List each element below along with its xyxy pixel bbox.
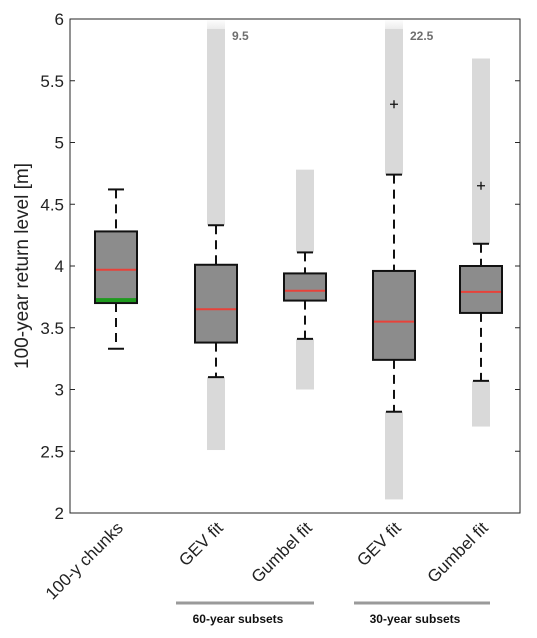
overflow-label-1: 9.5 [232, 29, 249, 43]
category-labels: 100-y chunks GEV fit Gumbel fit GEV fit Gumb… [42, 518, 492, 603]
y-tick-label-1: 2.5 [40, 442, 64, 461]
outlier-3-0 [390, 100, 398, 109]
range-bars-layer: 9.5 22.5 [207, 19, 490, 500]
boxes-layer [94, 100, 503, 413]
y-tick-label-6: 5 [55, 134, 64, 153]
y-tick-label-8: 6 [55, 10, 64, 29]
y-tick-label-3: 3.5 [40, 319, 64, 338]
box-3 [372, 269, 416, 361]
category-label-4: Gumbel fit [424, 518, 492, 586]
box-4 [459, 265, 503, 314]
y-axis-title: 100-year return level [m] [12, 163, 33, 369]
range-bar-upper-1 [207, 29, 225, 226]
box-0 [94, 230, 138, 305]
y-tick-label-2: 3 [55, 381, 64, 400]
box-1 [194, 263, 238, 344]
category-label-0: 100-y chunks [42, 518, 127, 603]
y-axis: 22.533.544.555.56 [40, 10, 520, 523]
group-label-0: 60-year subsets [193, 612, 284, 626]
y-tick-label-5: 4.5 [40, 195, 64, 214]
y-tick-label-0: 2 [55, 504, 64, 523]
y-tick-label-7: 5.5 [40, 72, 64, 91]
range-bar-upper-2 [296, 169, 314, 253]
box-2 [283, 272, 327, 302]
range-bar-lower-2 [296, 338, 314, 390]
group-annotations: 60-year subsets 30-year subsets [176, 601, 490, 626]
range-bar-lower-1 [207, 377, 225, 451]
overflow-label-3: 22.5 [410, 29, 434, 43]
range-bar-upper-4 [472, 58, 490, 244]
range-bar-lower-3 [385, 411, 403, 500]
range-bar-lower-4 [472, 380, 490, 427]
outlier-4-0 [477, 181, 485, 190]
category-label-3: GEV fit [353, 518, 405, 570]
category-label-1: GEV fit [175, 518, 227, 570]
group-label-1: 30-year subsets [370, 612, 461, 626]
highlight-band-0 [96, 298, 136, 303]
y-tick-label-4: 4 [55, 257, 64, 276]
category-label-2: Gumbel fit [248, 518, 316, 586]
